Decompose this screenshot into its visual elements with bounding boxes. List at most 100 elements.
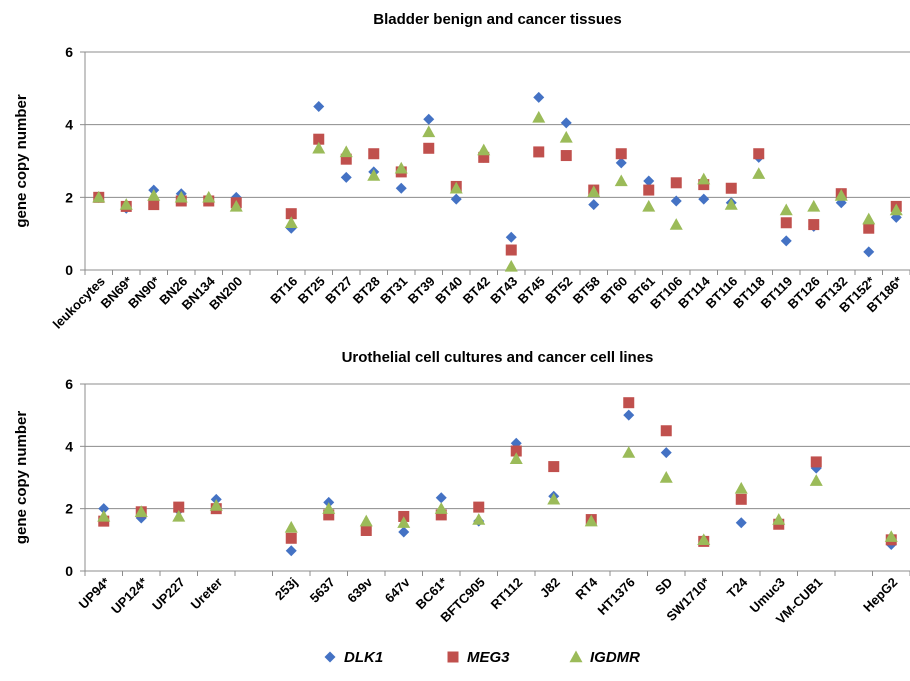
x-tick-label: BT60 — [597, 274, 630, 307]
point-dlk1 — [560, 117, 572, 129]
point-igdmr — [92, 190, 106, 203]
point-igdmr — [779, 203, 793, 216]
point-meg3 — [863, 222, 875, 234]
legend: DLK1 MEG3 IGDMR — [324, 649, 640, 666]
point-igdmr — [134, 505, 148, 517]
point-igdmr — [359, 514, 373, 527]
y-axis-label: gene copy number — [13, 411, 30, 545]
point-igdmr — [697, 172, 711, 185]
point-igdmr — [532, 110, 546, 123]
x-tick-label: UP124* — [108, 574, 151, 617]
chart-panel-1: Bladder benign and cancer tissues 0 2 4 6 gen… — [13, 11, 910, 332]
point-igdmr — [339, 145, 353, 158]
point-igdmr — [642, 199, 656, 212]
x-tick-label: 647v — [382, 574, 414, 606]
x-tick-label: BT31 — [377, 274, 410, 307]
legend-label: DLK1 — [344, 649, 383, 666]
point-igdmr — [697, 533, 711, 546]
point-igdmr — [559, 130, 573, 143]
point-meg3 — [360, 524, 372, 536]
point-igdmr — [884, 530, 898, 542]
y-tick-label: 6 — [65, 44, 73, 60]
point-meg3 — [510, 445, 522, 457]
point-igdmr — [97, 509, 111, 522]
chart-title: Bladder benign and cancer tissues — [373, 11, 621, 28]
point-meg3 — [368, 148, 380, 160]
point-meg3 — [643, 184, 655, 196]
series-dlk1 — [93, 91, 902, 258]
point-igdmr — [172, 509, 186, 522]
point-igdmr — [472, 513, 486, 525]
point-igdmr — [504, 259, 518, 272]
y-tick-label: 4 — [65, 117, 73, 133]
point-igdmr — [834, 189, 848, 201]
y-tick-label: 4 — [65, 438, 73, 454]
y-axis-label: gene copy number — [13, 94, 30, 228]
point-meg3 — [435, 509, 447, 521]
point-igdmr — [587, 185, 601, 198]
point-igdmr — [397, 516, 411, 528]
point-dlk1 — [435, 492, 447, 504]
point-dlk1 — [615, 157, 627, 169]
point-igdmr — [772, 513, 786, 525]
y-tick-label: 2 — [65, 189, 73, 205]
x-tick-label: HepG2 — [860, 575, 900, 615]
point-meg3 — [670, 177, 682, 189]
y-tick-label: 0 — [65, 262, 73, 278]
point-igdmr — [724, 198, 738, 210]
x-tick-label: J82 — [537, 575, 563, 601]
point-meg3 — [285, 532, 297, 544]
point-dlk1 — [533, 91, 545, 103]
legend-label: MEG3 — [467, 649, 510, 666]
point-meg3 — [423, 142, 435, 154]
point-igdmr — [449, 181, 463, 194]
point-igdmr — [477, 143, 491, 156]
point-igdmr — [322, 502, 336, 514]
point-igdmr — [614, 174, 628, 187]
point-meg3 — [505, 244, 517, 256]
point-dlk1 — [285, 545, 297, 557]
point-meg3 — [313, 133, 325, 145]
point-igdmr — [119, 198, 133, 210]
y-tick-label: 6 — [65, 376, 73, 392]
point-meg3 — [735, 493, 747, 505]
point-dlk1 — [780, 235, 792, 247]
point-igdmr — [202, 190, 216, 203]
point-meg3 — [340, 153, 352, 165]
x-tick-label: RT112 — [488, 575, 526, 613]
point-dlk1 — [643, 175, 655, 187]
x-tick-label: T24 — [724, 574, 751, 601]
x-tick-label: BT16 — [267, 274, 300, 307]
point-meg3 — [173, 501, 185, 513]
x-tick-label: BT42 — [460, 274, 493, 307]
x-tick-label: UP227 — [149, 575, 188, 614]
x-tick-label: Ureter — [188, 575, 226, 613]
legend-marker-meg3 — [447, 651, 459, 663]
point-meg3 — [148, 199, 160, 211]
x-tick-label: SD — [652, 575, 675, 598]
point-dlk1 — [505, 231, 517, 243]
x-tick-label: BT45 — [515, 274, 548, 307]
x-tick-label: BT25 — [295, 274, 328, 307]
series-igdmr — [97, 446, 898, 546]
point-dlk1 — [623, 409, 635, 421]
x-tick-label: HT1376 — [595, 575, 638, 618]
point-dlk1 — [588, 199, 600, 211]
point-igdmr — [229, 199, 243, 212]
point-igdmr — [669, 218, 683, 230]
point-igdmr — [862, 212, 876, 225]
legend-marker-igdmr — [569, 650, 583, 663]
y-tick-label: 0 — [65, 563, 73, 579]
point-meg3 — [285, 208, 297, 220]
point-igdmr — [734, 481, 748, 494]
point-meg3 — [698, 179, 710, 191]
point-meg3 — [548, 461, 560, 473]
legend-item-dlk1: DLK1 — [324, 649, 383, 666]
x-tick-label: 639v — [344, 574, 376, 606]
point-igdmr — [809, 474, 823, 486]
point-dlk1 — [98, 503, 110, 515]
point-igdmr — [174, 190, 188, 203]
x-tick-label: RT4 — [572, 574, 601, 603]
